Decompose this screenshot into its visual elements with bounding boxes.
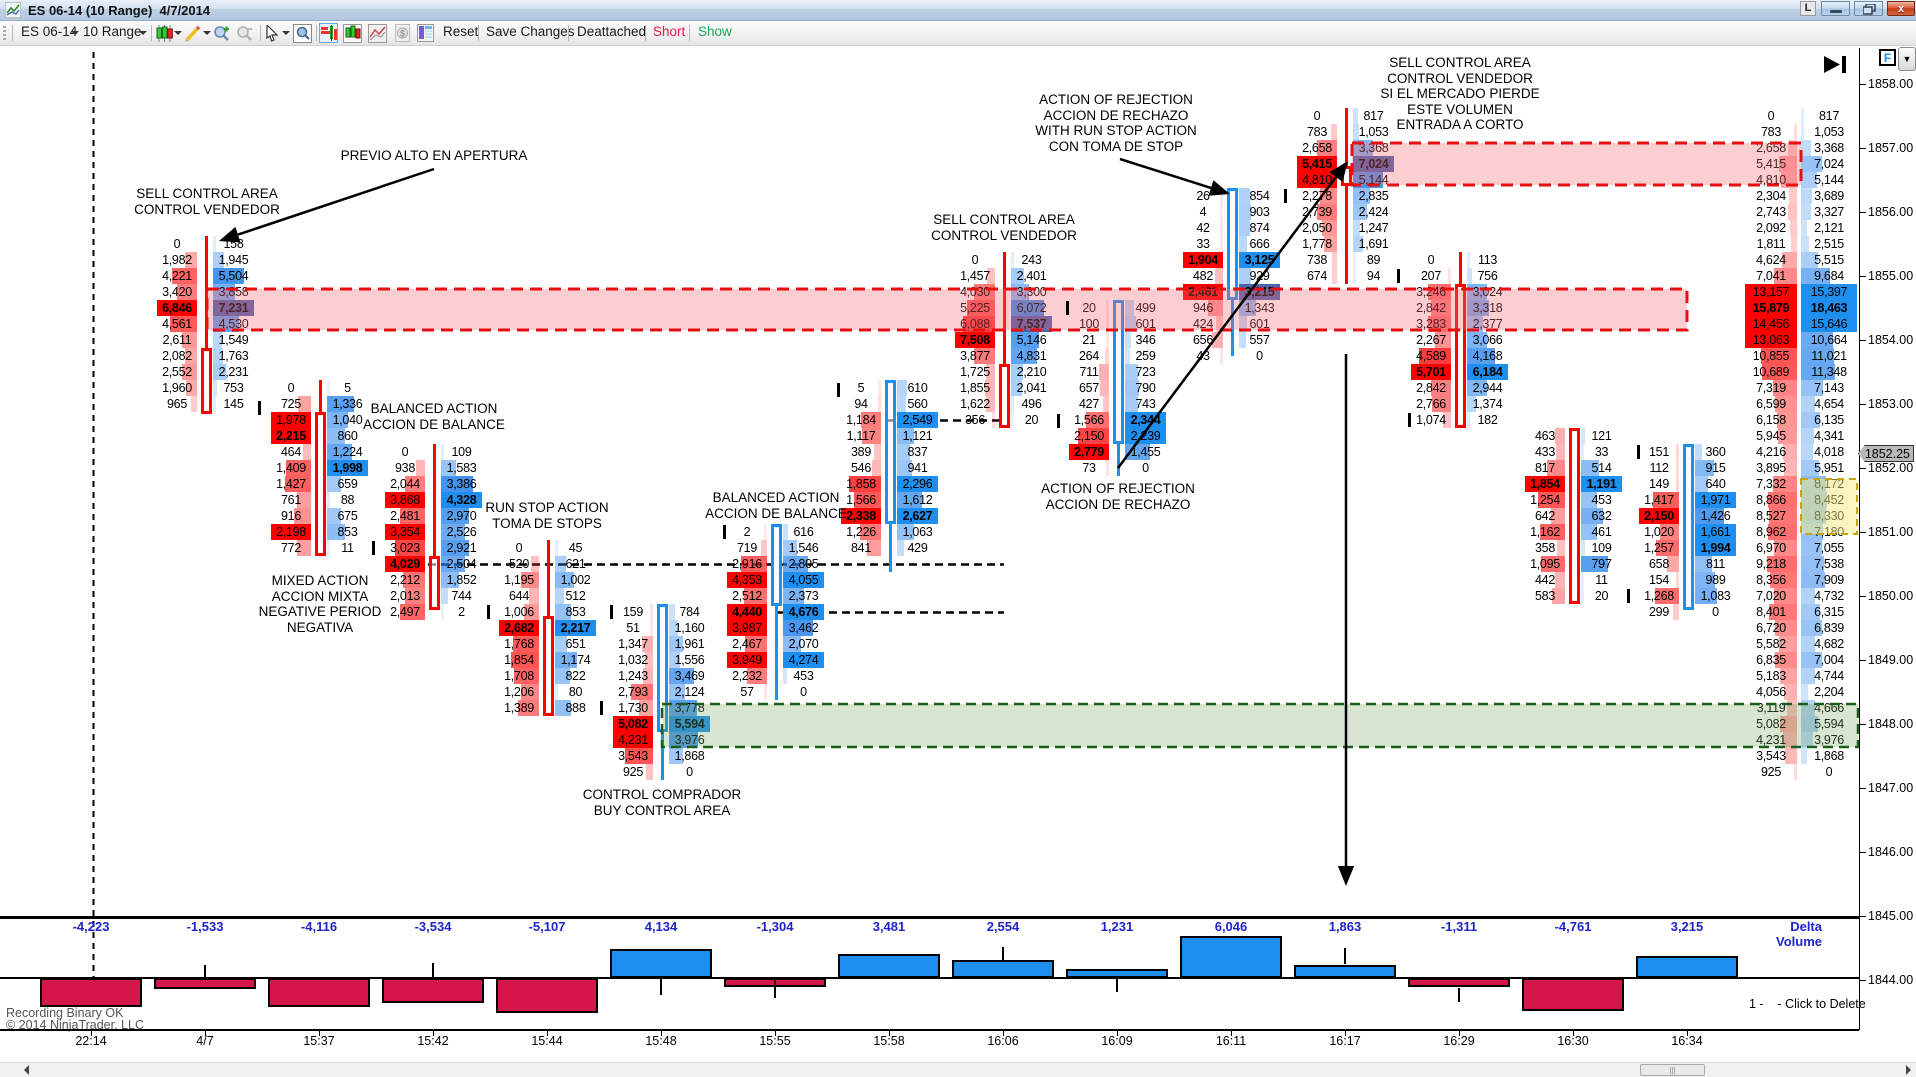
svg-text:$: $ — [400, 29, 405, 39]
